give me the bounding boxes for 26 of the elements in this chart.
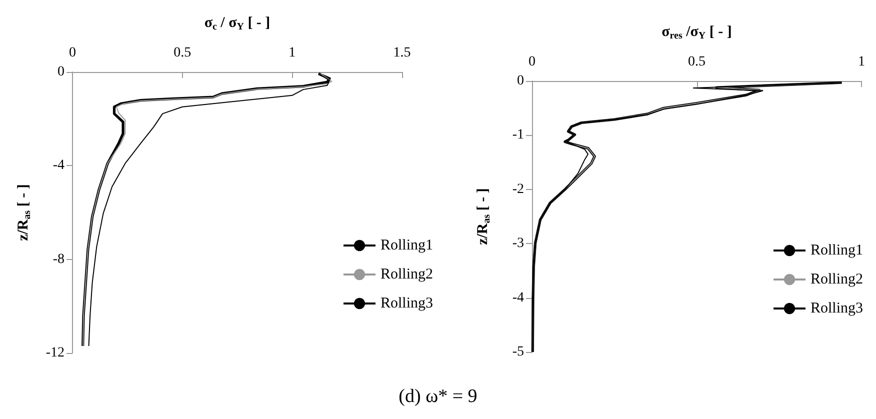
legend-label: Rolling1 (380, 238, 434, 254)
x-tick-label: 0.5 (174, 46, 192, 60)
y-tick-label: -4 (52, 158, 64, 174)
x-tick-label: 1 (858, 54, 865, 70)
text: (d) ω* = 9 (398, 386, 478, 408)
x-tick-label: 1.5 (393, 46, 411, 60)
x-tick-label: 1 (288, 46, 296, 60)
y-tick-label: -8 (52, 252, 64, 267)
y-tick-label: -2 (512, 182, 524, 197)
y-tick-label: -3 (512, 236, 524, 252)
y-tick-label: -5 (512, 344, 524, 360)
y-tick-label: 0 (58, 64, 64, 80)
y-tick-label: -4 (512, 290, 524, 306)
y-axis-title: z/Ras [ - ] (16, 184, 33, 241)
legend-label: Rolling3 (380, 296, 434, 312)
legend-label: Rolling3 (810, 300, 864, 316)
legend-label: Rolling2 (810, 272, 864, 288)
x-tick-label: 0 (528, 54, 536, 70)
legend-label: Rolling2 (380, 266, 434, 282)
x-tick-label: 0.5 (688, 54, 706, 70)
y-tick-label: -12 (46, 346, 64, 360)
legend-label: Rolling1 (810, 242, 864, 258)
y-axis-title: z/Ras [ - ] (475, 188, 492, 245)
x-tick-label: 0 (69, 46, 76, 60)
y-tick-label: 0 (517, 74, 524, 88)
y-tick-label: -1 (512, 128, 524, 143)
